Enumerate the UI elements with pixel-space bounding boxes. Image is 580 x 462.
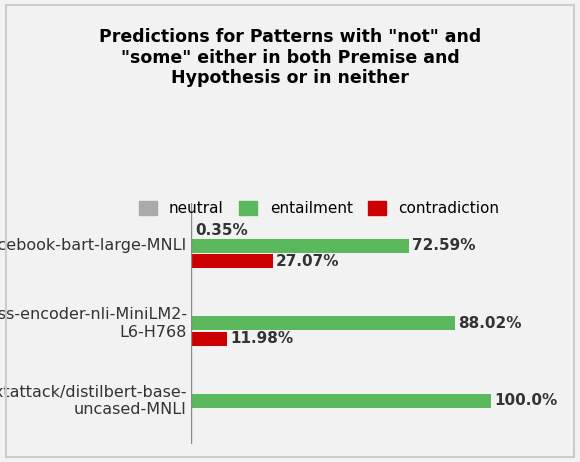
Bar [191,239,409,253]
Text: facebook-bart-large-MNLI: facebook-bart-large-MNLI [0,238,187,253]
Legend: neutral, entailment, contradiction: neutral, entailment, contradiction [132,195,506,222]
Bar [191,394,491,408]
Bar [191,255,273,268]
Text: 88.02%: 88.02% [458,316,521,331]
Text: cross-encoder-nli-MiniLM2-
L6-H768: cross-encoder-nli-MiniLM2- L6-H768 [0,307,187,340]
Text: 72.59%: 72.59% [412,238,476,253]
Text: 11.98%: 11.98% [230,331,293,346]
Bar [191,224,193,237]
Text: Predictions for Patterns with "not" and
"some" either in both Premise and
Hypoth: Predictions for Patterns with "not" and … [99,28,481,87]
Bar [191,332,227,346]
Text: textattack/distilbert-base-
uncased-MNLI: textattack/distilbert-base- uncased-MNLI [0,385,187,417]
Text: 100.0%: 100.0% [494,394,557,408]
Bar [191,316,455,330]
Text: 27.07%: 27.07% [276,254,339,269]
Text: 0.35%: 0.35% [195,223,248,238]
